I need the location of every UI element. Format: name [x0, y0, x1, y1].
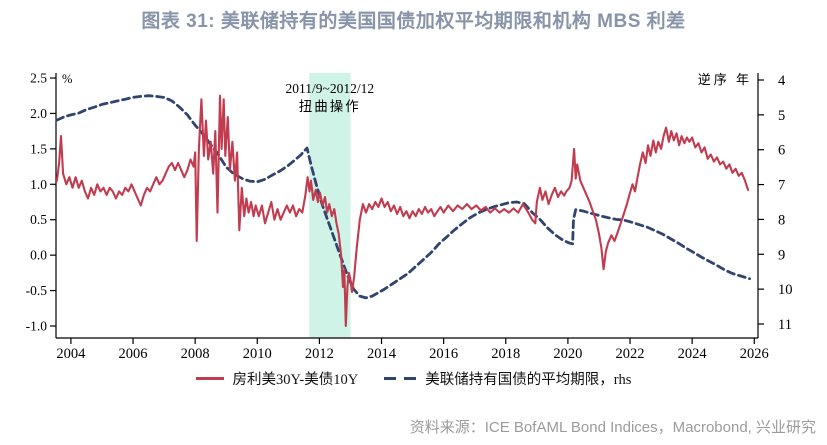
legend-label-avg-maturity: 美联储持有国债的平均期限，rhs: [425, 372, 632, 388]
legend-item-mbs-spread: 房利美30Y-美债10Y: [195, 368, 359, 389]
x-axis-tick-label: 2012: [305, 346, 334, 362]
left-axis-unit-label: %: [62, 72, 72, 86]
left-axis-tick-label: 1.0: [30, 177, 47, 192]
red-line-swatch-icon: [195, 377, 224, 380]
x-axis-tick-label: 2026: [740, 346, 769, 362]
left-axis-tick-label: 2.5: [30, 71, 47, 86]
x-axis-tick-label: 2008: [181, 346, 210, 362]
left-axis-tick-label: 2.0: [30, 106, 47, 121]
left-axis-tick-label: -0.5: [26, 283, 48, 298]
x-axis-tick-label: 2018: [491, 346, 520, 362]
right-axis-unit-label: 逆序 年: [698, 72, 752, 87]
x-axis-tick-label: 2014: [367, 346, 397, 362]
chart-legend: 房利美30Y-美债10Y 美联储持有国债的平均期限，rhs: [0, 368, 827, 389]
x-axis-tick-label: 2010: [243, 346, 272, 362]
left-axis-tick-label: 0.0: [30, 248, 47, 263]
right-axis-tick-label: 5: [778, 108, 785, 124]
right-axis-tick-label: 8: [778, 212, 785, 228]
x-axis-tick-label: 2006: [119, 346, 148, 362]
right-axis-tick-label: 9: [778, 247, 785, 263]
left-axis-tick-label: 1.5: [30, 141, 47, 156]
left-axis-tick-label: 0.5: [30, 212, 47, 227]
x-axis-tick-label: 2020: [553, 346, 582, 362]
series-line-mbs-spread: [55, 94, 750, 328]
left-axis-tick-label: -1.0: [26, 319, 48, 334]
source-note: 资料来源：ICE BofAML Bond Indices，Macrobond, …: [409, 419, 816, 436]
chart-title: 图表 31: 美联储持有的美国国债加权平均期限和机构 MBS 利差: [141, 11, 686, 32]
right-axis-tick-label: 6: [778, 143, 785, 159]
x-axis-tick-label: 2004: [56, 346, 86, 362]
x-axis-tick-label: 2024: [678, 346, 708, 362]
right-axis-tick-label: 11: [778, 317, 792, 333]
right-axis-tick-label: 7: [778, 178, 785, 194]
x-axis-tick-label: 2022: [616, 346, 645, 362]
legend-item-avg-maturity: 美联储持有国债的平均期限，rhs: [384, 368, 631, 389]
right-axis-tick-label: 4: [778, 73, 786, 89]
legend-label-mbs-spread: 房利美30Y-美债10Y: [232, 372, 359, 388]
series-line-avg-maturity: [55, 94, 751, 300]
right-axis-tick-label: 10: [778, 282, 793, 298]
band-annotation-text: 扭曲操作: [299, 99, 361, 114]
band-annotation-dates: 2011/9~2012/12: [286, 81, 375, 96]
x-axis-tick-label: 2016: [429, 346, 458, 362]
dashed-line-swatch-icon: [384, 377, 417, 380]
